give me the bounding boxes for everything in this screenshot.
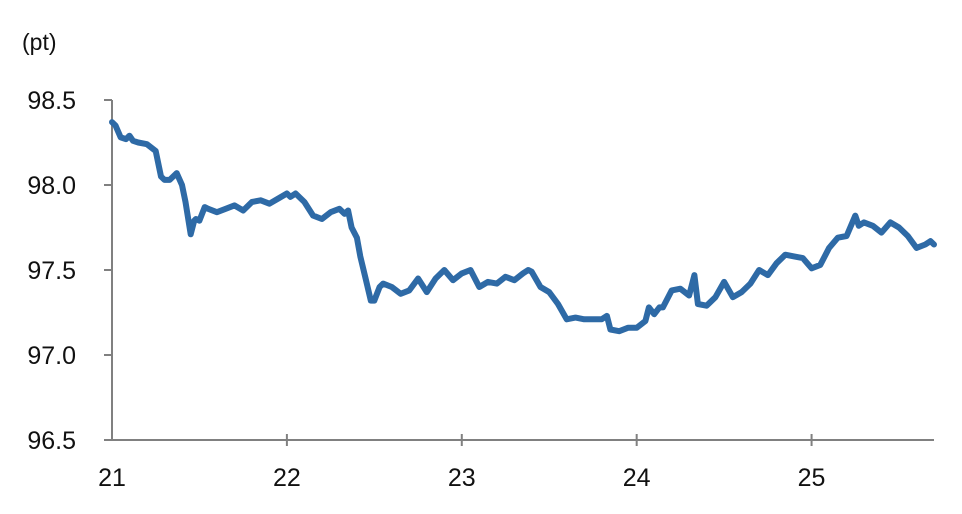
y-tick-label: 98.0 [27,172,76,200]
y-tick-label: 97.5 [27,257,76,285]
x-ticks [285,434,813,446]
y-ticks [104,99,112,441]
y-tick-label: 98.5 [27,87,76,115]
x-tick-label: 23 [448,464,476,492]
x-tick-label: 22 [273,464,301,492]
x-tick-label: 25 [798,464,826,492]
y-tick-labels: 96.5 97.0 97.5 98.0 98.5 [27,87,76,455]
series-line [109,119,937,335]
x-tick-labels: 21 22 23 24 25 [98,464,825,492]
y-tick-label: 97.0 [27,342,76,370]
x-tick-label: 21 [98,464,126,492]
x-tick-label: 24 [623,464,651,492]
y-tick-label: 96.5 [27,427,76,455]
y-axis-unit-label: (pt) [22,29,57,55]
